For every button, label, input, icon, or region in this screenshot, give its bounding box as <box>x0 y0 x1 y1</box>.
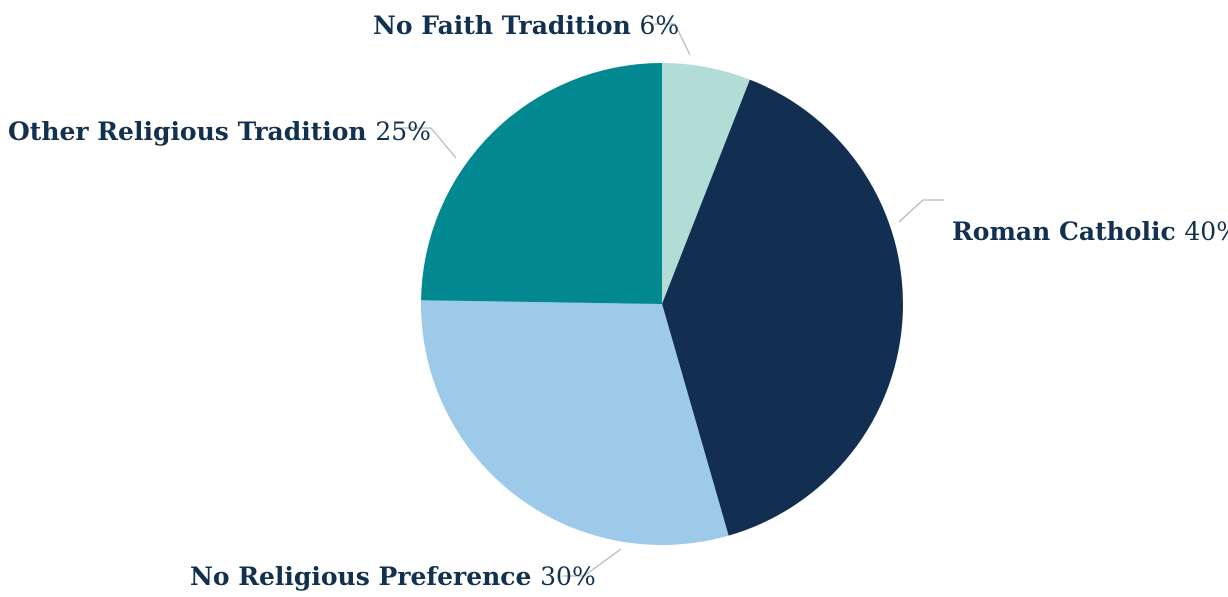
slice-label-value: 6% <box>639 11 679 40</box>
leader-line-roman-catholic <box>898 199 944 223</box>
slice-label-other-religious-tradition: Other Religious Tradition 25% <box>8 117 431 146</box>
slice-label-roman-catholic: Roman Catholic 40% <box>952 217 1228 246</box>
pie-slice-other-religious-tradition <box>421 63 662 304</box>
slice-label-no-religious-preference: No Religious Preference 30% <box>190 562 596 591</box>
slice-label-name: No Religious Preference <box>190 562 540 591</box>
slices-layer <box>421 63 904 546</box>
slice-label-value: 40% <box>1184 217 1228 246</box>
slice-label-value: 25% <box>375 117 431 146</box>
pie-slice-no-religious-preference <box>421 300 729 546</box>
slice-label-name: Other Religious Tradition <box>8 117 375 146</box>
pie-slice-no-faith-tradition <box>662 63 750 304</box>
pie-slice-roman-catholic <box>662 79 904 536</box>
leader-line-no-religious-preference <box>563 548 622 577</box>
slice-label-no-faith-tradition: No Faith Tradition 6% <box>373 11 679 40</box>
labels-layer: No Faith Tradition 6% Roman Catholic 40% N… <box>8 11 1228 591</box>
leaders-layer <box>396 23 944 577</box>
slice-label-name: Roman Catholic <box>952 217 1184 246</box>
slice-label-value: 30% <box>540 562 596 591</box>
leader-line-no-faith-tradition <box>654 23 691 56</box>
slice-label-name: No Faith Tradition <box>373 11 639 40</box>
leader-line-other-religious-tradition <box>396 127 457 159</box>
